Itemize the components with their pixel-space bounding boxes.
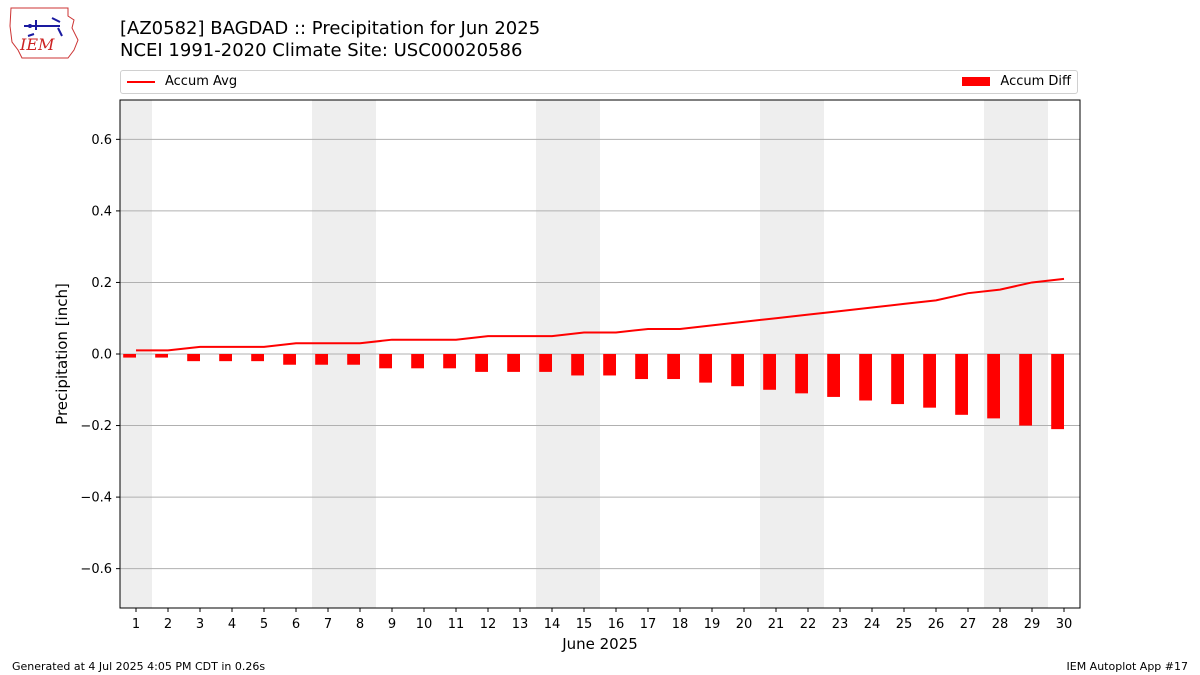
- iem-logo: IEM: [9, 7, 79, 59]
- x-tick-label: 25: [896, 617, 913, 632]
- title-line-1: [AZ0582] BAGDAD :: Precipitation for Jun…: [120, 18, 541, 39]
- accum-diff-bar-day-2: [155, 354, 168, 358]
- accum-diff-bar-day-23: [827, 354, 840, 397]
- y-tick-label: 0.2: [91, 276, 112, 291]
- x-tick-label: 7: [324, 617, 332, 632]
- x-tick-label: 13: [512, 617, 529, 632]
- x-tick-label: 23: [832, 617, 849, 632]
- y-axis-label: Precipitation [inch]: [53, 283, 71, 425]
- y-tick-label: −0.4: [80, 491, 112, 506]
- weekend-shade-day-29: [1016, 100, 1048, 608]
- accum-diff-bar-day-15: [571, 354, 584, 376]
- x-tick-label: 26: [928, 617, 945, 632]
- y-tick-label: −0.6: [80, 562, 112, 577]
- legend: Accum Avg Accum Diff: [120, 70, 1078, 94]
- accum-diff-bar-day-5: [251, 354, 264, 362]
- accum-diff-bar-day-25: [891, 354, 904, 405]
- x-tick-label: 11: [448, 617, 465, 632]
- y-tick-label: 0.0: [91, 348, 112, 363]
- accum-diff-bar-day-1: [123, 354, 136, 358]
- x-tick-label: 16: [608, 617, 625, 632]
- accum-diff-bar-day-3: [187, 354, 200, 362]
- plot-frame: [119, 99, 1081, 609]
- accum-diff-bar-day-29: [1019, 354, 1032, 426]
- x-tick-label: 21: [768, 617, 785, 632]
- footer-generated: Generated at 4 Jul 2025 4:05 PM CDT in 0…: [12, 660, 266, 673]
- accum-diff-bar-day-13: [507, 354, 520, 372]
- weekend-shade-day-22: [792, 100, 824, 608]
- x-tick-label: 10: [416, 617, 433, 632]
- y-tick-label: 0.6: [91, 133, 112, 148]
- x-tick-label: 5: [260, 617, 268, 632]
- accum-diff-bar-day-9: [379, 354, 392, 369]
- legend-item-accum-diff: Accum Diff: [962, 74, 1071, 89]
- logo-text: IEM: [19, 35, 55, 54]
- title-line-2: NCEI 1991-2020 Climate Site: USC00020586: [120, 40, 523, 61]
- accum-avg-line: [136, 277, 1065, 352]
- weekend-shade-day-8: [344, 100, 376, 608]
- accum-diff-bar-day-18: [667, 354, 680, 380]
- accum-diff-bar-day-11: [443, 354, 456, 369]
- weekend-shade-day-21: [760, 100, 792, 608]
- accum-diff-bar-day-8: [347, 354, 360, 365]
- x-tick-label: 12: [480, 617, 497, 632]
- accum-diff-bar-day-26: [923, 354, 936, 408]
- accum-diff-bar-day-21: [763, 354, 776, 390]
- x-tick-label: 2: [164, 617, 172, 632]
- x-tick-label: 4: [228, 617, 236, 632]
- x-tick-label: 20: [736, 617, 753, 632]
- x-tick-label: 28: [992, 617, 1009, 632]
- x-axis-label: June 2025: [561, 635, 638, 653]
- x-tick-label: 9: [388, 617, 396, 632]
- x-tick-label: 1: [132, 617, 140, 632]
- accum-diff-bar-day-4: [219, 354, 232, 362]
- legend-label-accum-diff: Accum Diff: [1000, 74, 1071, 89]
- x-tick-label: 15: [576, 617, 593, 632]
- chart-title: [AZ0582] BAGDAD :: Precipitation for Jun…: [120, 18, 540, 62]
- accum-diff-bar-day-16: [603, 354, 616, 376]
- x-tick-label: 30: [1056, 617, 1073, 632]
- weekend-shade-day-14: [536, 100, 568, 608]
- accum-diff-bar-day-17: [635, 354, 648, 380]
- accum-diff-bar-day-27: [955, 354, 968, 415]
- accum-diff-bar-day-7: [315, 354, 328, 365]
- weekend-shade-day-15: [568, 100, 600, 608]
- y-tick-label: −0.2: [80, 419, 112, 434]
- legend-line-swatch: [127, 80, 155, 83]
- accum-diff-bar-day-14: [539, 354, 552, 372]
- x-tick-label: 18: [672, 617, 689, 632]
- accum-diff-bar-day-22: [795, 354, 808, 394]
- weekend-shade-day-28: [984, 100, 1016, 608]
- x-tick-label: 24: [864, 617, 881, 632]
- accum-diff-bar-day-28: [987, 354, 1000, 419]
- x-tick-label: 14: [544, 617, 561, 632]
- x-tick-label: 8: [356, 617, 364, 632]
- accum-diff-bar-day-24: [859, 354, 872, 401]
- y-tick-label: 0.4: [91, 204, 112, 219]
- accum-diff-bar-day-30: [1051, 354, 1064, 430]
- accum-diff-bar-day-19: [699, 354, 712, 383]
- footer-app-id: IEM Autoplot App #17: [1066, 660, 1189, 673]
- accum-diff-bar-day-12: [475, 354, 488, 372]
- legend-bar-swatch: [962, 77, 991, 86]
- accum-diff-bar-day-20: [731, 354, 744, 387]
- x-tick-label: 22: [800, 617, 817, 632]
- weekend-shade-day-7: [312, 100, 344, 608]
- x-tick-label: 29: [1024, 617, 1041, 632]
- x-tick-label: 3: [196, 617, 204, 632]
- weekend-shade-day-1: [120, 100, 152, 608]
- accum-diff-bar-day-6: [283, 354, 296, 365]
- x-tick-label: 6: [292, 617, 300, 632]
- legend-label-accum-avg: Accum Avg: [165, 74, 238, 89]
- accum-diff-bar-day-10: [411, 354, 424, 369]
- x-tick-label: 19: [704, 617, 721, 632]
- legend-item-accum-avg: Accum Avg: [127, 74, 237, 89]
- x-tick-label: 27: [960, 617, 977, 632]
- x-tick-label: 17: [640, 617, 657, 632]
